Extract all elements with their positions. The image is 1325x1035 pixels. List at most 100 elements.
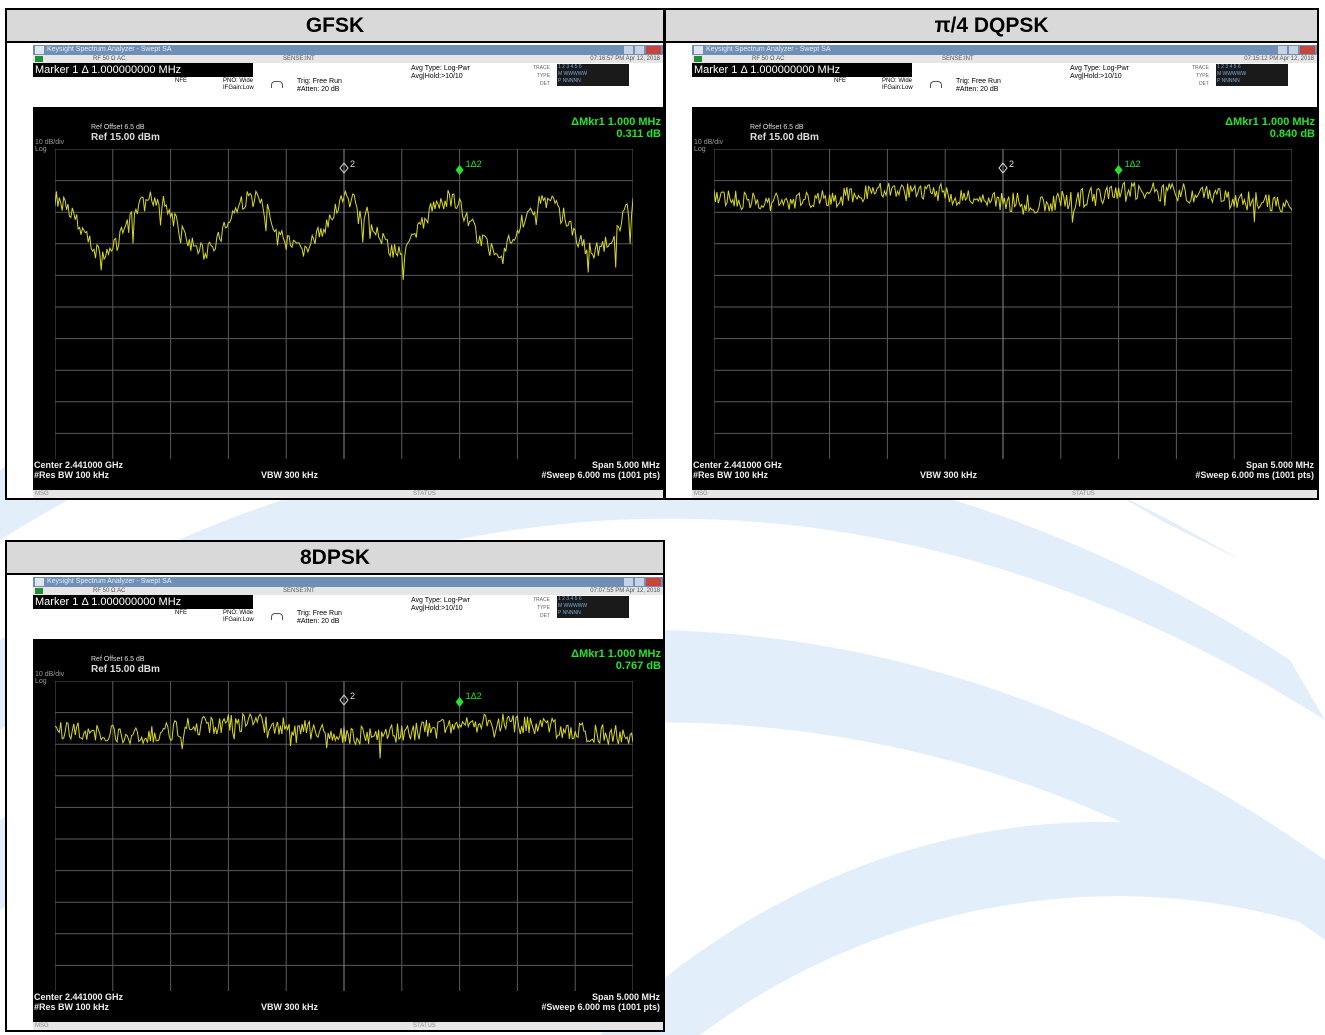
- status-led-icon: [694, 56, 702, 62]
- trig-label: Trig: Free Run: [297, 78, 342, 85]
- maximize-button[interactable]: [1289, 46, 1298, 54]
- settings-header: Marker 1 Δ 1.000000000 MHz NFE PNO: Wide…: [692, 63, 1317, 107]
- trace-indicator: 1 2 3 4 5 6 M WWWWW P NNNNN: [557, 64, 629, 86]
- timestamp: 07:16:57 PM Apr 12, 2018: [590, 56, 660, 62]
- spectrum-plot[interactable]: 2 1Δ2: [55, 149, 633, 465]
- input-settings: RF 50 Ω AC: [752, 56, 785, 62]
- reference-marker-label: 2: [350, 691, 355, 701]
- det-label: DET: [539, 81, 550, 87]
- status-label: STATUS: [1072, 491, 1095, 497]
- det-row: P NNNNN: [558, 610, 581, 616]
- status-strip: RF 50 Ω AC SENSE:INT 07:16:57 PM Apr 12,…: [33, 55, 663, 63]
- pno-settings: PNO: Wide IFGain:Low: [223, 610, 254, 624]
- sweep-icon: [271, 81, 283, 88]
- span-label: Span 5.000 MHz: [1245, 460, 1314, 470]
- trace-row: 1 2 3 4 5 6: [558, 64, 582, 70]
- spectrum-plot[interactable]: 2 1Δ2: [55, 681, 633, 997]
- input-settings: RF 50 Ω AC: [93, 56, 126, 62]
- pno-settings: PNO: Wide IFGain:Low: [223, 78, 254, 92]
- close-button[interactable]: [646, 578, 661, 586]
- sense-indicator: SENSE:INT: [283, 588, 315, 594]
- close-button[interactable]: [646, 46, 661, 54]
- delta-marker-readout: ΔMkr1 1.000 MHz 0.311 dB: [571, 116, 661, 140]
- sweep-icon: [930, 81, 942, 88]
- spectrum-plot[interactable]: 2 1Δ2: [714, 149, 1292, 465]
- nfe-label: NFE: [175, 78, 187, 84]
- marker-readout[interactable]: Marker 1 Δ 1.000000000 MHz: [692, 63, 912, 77]
- sense-indicator: SENSE:INT: [942, 56, 974, 62]
- delta-marker-diamond-icon[interactable]: [455, 165, 464, 175]
- avg-hold: Avg|Hold:>10/10: [411, 605, 463, 612]
- settings-footer: Center 2.441000 GHz #Res BW 100 kHz VBW …: [33, 459, 663, 489]
- type-label: TYPE: [536, 605, 550, 611]
- settings-footer: Center 2.441000 GHz #Res BW 100 kHz VBW …: [33, 991, 663, 1021]
- avg-settings: Avg Type: Log-Pwr Avg|Hold:>10/10: [1070, 65, 1129, 81]
- ref-level: Ref 15.00 dBm: [750, 132, 819, 143]
- spectrum-analyzer-screen: Keysight Spectrum Analyzer - Swept SA RF…: [33, 577, 663, 1030]
- trig-label: Trig: Free Run: [297, 610, 342, 617]
- center-freq: Center 2.441000 GHz: [693, 460, 783, 470]
- ifgain-label: IFGain:Low: [223, 85, 254, 91]
- scale-type: Log: [35, 678, 47, 685]
- pno-label: PNO: Wide: [882, 78, 913, 84]
- delta-marker-value: 0.840 dB: [1269, 128, 1315, 140]
- panel-8dpsk: 8DPSK Keysight Spectrum Analyzer - Swept…: [5, 540, 665, 1032]
- bottom-status-bar: MSG STATUS: [33, 1022, 663, 1030]
- spectrum-analyzer-screen: Keysight Spectrum Analyzer - Swept SA RF…: [692, 45, 1317, 498]
- ifgain-label: IFGain:Low: [882, 85, 913, 91]
- marker-readout[interactable]: Marker 1 Δ 1.000000000 MHz: [33, 595, 253, 609]
- minimize-button[interactable]: [1278, 46, 1287, 54]
- sweep-icon: [271, 613, 283, 620]
- atten-label: #Atten: 20 dB: [956, 86, 999, 93]
- delta-marker-diamond-icon[interactable]: [455, 697, 464, 707]
- status-led-icon: [35, 588, 43, 594]
- minimize-button[interactable]: [624, 46, 633, 54]
- bottom-status-bar: MSG STATUS: [33, 490, 663, 498]
- atten-label: #Atten: 20 dB: [297, 618, 340, 625]
- app-icon: [35, 46, 44, 54]
- trace-labels: TRACE TYPE DET: [533, 64, 550, 88]
- det-row: P NNNNN: [1217, 78, 1240, 84]
- panel-header: 8DPSK: [7, 542, 663, 575]
- vbw-label: VBW 300 kHz: [261, 1002, 319, 1012]
- marker-readout[interactable]: Marker 1 Δ 1.000000000 MHz: [33, 63, 253, 77]
- window-title: Keysight Spectrum Analyzer - Swept SA: [47, 578, 172, 585]
- window-controls: [624, 46, 661, 54]
- status-label: STATUS: [413, 491, 436, 497]
- ref-offset: Ref Offset 6.5 dB: [91, 656, 145, 663]
- ifgain-label: IFGain:Low: [223, 617, 254, 623]
- delta-marker-diamond-icon[interactable]: [1114, 165, 1123, 175]
- input-settings: RF 50 Ω AC: [93, 588, 126, 594]
- window-title: Keysight Spectrum Analyzer - Swept SA: [47, 46, 172, 53]
- span-label: Span 5.000 MHz: [591, 992, 660, 1002]
- msg-label: MSG: [35, 491, 49, 497]
- delta-marker-readout: ΔMkr1 1.000 MHz 0.767 dB: [571, 648, 661, 672]
- scale-label: 10 dB/div Log: [35, 671, 64, 685]
- reference-marker-diamond-icon[interactable]: [339, 694, 349, 706]
- reference-marker-diamond-icon[interactable]: [998, 162, 1008, 174]
- vbw-label: VBW 300 kHz: [920, 470, 978, 480]
- window-titlebar: Keysight Spectrum Analyzer - Swept SA: [692, 45, 1317, 55]
- window-controls: [624, 578, 661, 586]
- delta-marker-label: 1Δ2: [466, 691, 482, 701]
- avg-hold: Avg|Hold:>10/10: [1070, 73, 1122, 80]
- settings-footer: Center 2.441000 GHz #Res BW 100 kHz VBW …: [692, 459, 1317, 489]
- status-label: STATUS: [413, 1023, 436, 1029]
- scale-type: Log: [694, 146, 706, 153]
- trace-label: TRACE: [533, 597, 550, 603]
- window-title: Keysight Spectrum Analyzer - Swept SA: [706, 46, 831, 53]
- avg-settings: Avg Type: Log-Pwr Avg|Hold:>10/10: [411, 65, 470, 81]
- scale-type: Log: [35, 146, 47, 153]
- trace-label: TRACE: [533, 65, 550, 71]
- close-button[interactable]: [1300, 46, 1315, 54]
- maximize-button[interactable]: [635, 578, 644, 586]
- rbw-label: #Res BW 100 kHz: [34, 470, 110, 480]
- bottom-status-bar: MSG STATUS: [692, 490, 1317, 498]
- reference-marker-diamond-icon[interactable]: [339, 162, 349, 174]
- trace-labels: TRACE TYPE DET: [1192, 64, 1209, 88]
- center-freq: Center 2.441000 GHz: [34, 992, 124, 1002]
- status-led-icon: [35, 56, 43, 62]
- maximize-button[interactable]: [635, 46, 644, 54]
- scale-value: 10 dB/div: [694, 139, 724, 146]
- minimize-button[interactable]: [624, 578, 633, 586]
